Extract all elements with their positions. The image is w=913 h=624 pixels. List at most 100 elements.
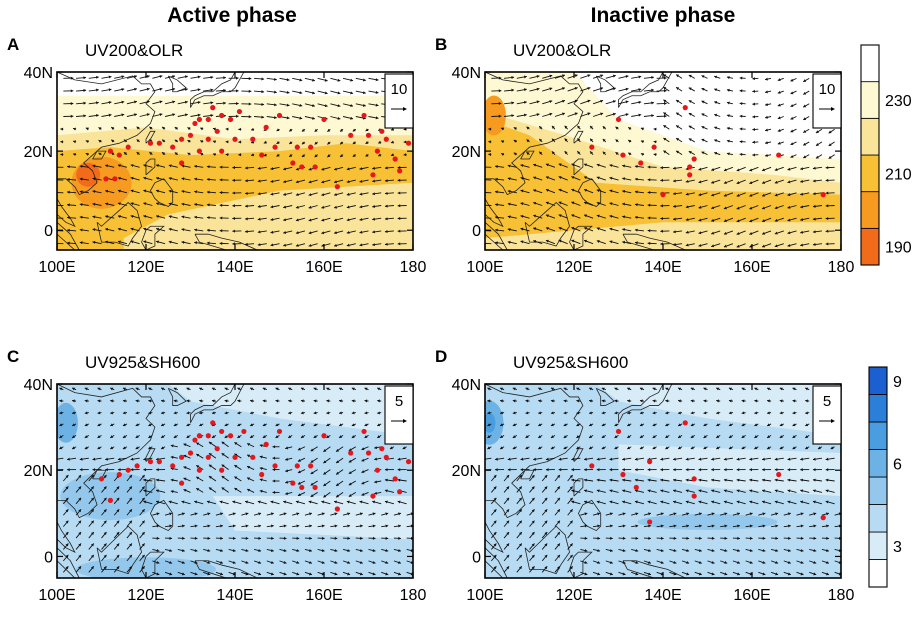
wind-arrow-head bbox=[299, 78, 303, 82]
wind-arrow-head bbox=[739, 89, 743, 93]
event-dot bbox=[196, 433, 202, 439]
wind-arrow-head bbox=[372, 204, 375, 208]
event-dot bbox=[147, 140, 154, 146]
wind-arrow-head bbox=[777, 141, 781, 145]
wind-arrow-head bbox=[359, 512, 363, 516]
event-dot bbox=[361, 112, 367, 119]
wind-arrow-head bbox=[698, 457, 702, 461]
wind-arrow-head bbox=[181, 549, 185, 553]
wind-arrow-head bbox=[79, 190, 83, 194]
event-dot bbox=[620, 471, 626, 478]
wind-arrow-head bbox=[726, 76, 730, 80]
wind-arrow-head bbox=[96, 113, 99, 118]
wind-arrow-head bbox=[170, 478, 174, 482]
wind-arrow-head bbox=[736, 193, 740, 197]
wind-arrow-head bbox=[506, 475, 510, 478]
wind-arrow-head bbox=[711, 193, 715, 197]
wind-arrow-head bbox=[596, 500, 600, 504]
wind-arrow-head bbox=[65, 554, 69, 558]
wind-arrow-head bbox=[587, 112, 591, 116]
wind-arrow-head bbox=[711, 180, 715, 184]
coastline bbox=[57, 72, 156, 196]
wind-arrow-head bbox=[652, 387, 656, 391]
wind-arrow-head bbox=[232, 178, 235, 182]
wind-arrow-head bbox=[615, 152, 619, 155]
wind-arrow-head bbox=[526, 139, 530, 143]
reference-arrow-head bbox=[403, 419, 407, 423]
wind-arrow-head bbox=[775, 536, 779, 540]
y-tick-label: 20N bbox=[24, 463, 53, 480]
wind-arrow-head bbox=[346, 205, 350, 209]
wind-arrow-head bbox=[70, 89, 74, 93]
wind-arrow-head bbox=[129, 543, 132, 547]
wind-arrow-head bbox=[236, 76, 239, 80]
wind-arrow-head bbox=[749, 193, 753, 197]
wind-arrow-head bbox=[545, 239, 549, 243]
wind-arrow-head bbox=[754, 411, 758, 415]
wind-arrow-head bbox=[673, 166, 676, 170]
wind-arrow-head bbox=[96, 101, 99, 105]
wind-arrow-head bbox=[123, 152, 127, 156]
wind-arrow-head bbox=[665, 399, 669, 403]
wind-arrow-head bbox=[308, 193, 312, 197]
wind-arrow-head bbox=[308, 500, 312, 504]
wind-arrow-head bbox=[813, 536, 817, 540]
wind-arrow-head bbox=[551, 138, 555, 142]
wind-arrow-head bbox=[146, 113, 150, 117]
wind-arrow-head bbox=[261, 115, 265, 119]
wind-arrow-head bbox=[518, 543, 522, 547]
wind-arrow-head bbox=[308, 205, 312, 209]
wind-arrow-head bbox=[220, 512, 223, 516]
wind-arrow-head bbox=[111, 127, 115, 130]
wind-arrow-head bbox=[103, 566, 107, 570]
wind-arrow-head bbox=[698, 549, 702, 553]
wind-arrow-head bbox=[187, 140, 191, 143]
wind-arrow-head bbox=[129, 532, 132, 536]
wind-arrow-head bbox=[105, 468, 108, 472]
wind-arrow-head bbox=[550, 435, 554, 438]
wind-arrow-head bbox=[60, 140, 64, 144]
wind-arrow-head bbox=[597, 536, 601, 540]
event-dot bbox=[134, 463, 140, 469]
wind-arrow-head bbox=[549, 87, 553, 91]
wind-arrow-head bbox=[397, 457, 401, 461]
event-dot bbox=[210, 420, 216, 426]
wind-arrow-head bbox=[792, 411, 796, 415]
wind-arrow-head bbox=[324, 104, 328, 108]
wind-arrow-head bbox=[622, 524, 626, 528]
wind-arrow-head bbox=[283, 230, 287, 234]
wind-arrow-head bbox=[597, 524, 601, 528]
wind-arrow-head bbox=[300, 423, 304, 427]
wind-arrow-head bbox=[664, 89, 667, 93]
wind-arrow-head bbox=[609, 457, 613, 461]
wind-arrow-head bbox=[310, 471, 314, 474]
wind-arrow-head bbox=[321, 524, 325, 528]
wind-arrow-head bbox=[274, 115, 277, 120]
shade-moist-3 bbox=[637, 513, 778, 530]
wind-arrow-head bbox=[749, 536, 753, 540]
wind-arrow-head bbox=[248, 77, 252, 81]
wind-arrow-head bbox=[676, 74, 680, 78]
wind-arrow-head bbox=[813, 512, 817, 516]
wind-arrow-head bbox=[698, 500, 702, 504]
wind-arrow-head bbox=[237, 435, 241, 438]
colorbar-label: 6 bbox=[893, 456, 902, 473]
wind-arrow-head bbox=[558, 163, 562, 167]
wind-arrow-head bbox=[749, 560, 753, 564]
wind-arrow-head bbox=[397, 191, 401, 195]
wind-arrow-head bbox=[247, 443, 251, 446]
wind-arrow-head bbox=[812, 166, 816, 170]
wind-arrow-head bbox=[97, 435, 101, 438]
wind-arrow-head bbox=[159, 87, 163, 91]
wind-arrow-head bbox=[301, 141, 305, 145]
wind-arrow-head bbox=[506, 543, 510, 547]
wind-arrow-head bbox=[161, 387, 165, 391]
wind-arrow-head bbox=[487, 446, 491, 450]
wind-arrow-head bbox=[390, 153, 394, 157]
event-dot bbox=[361, 428, 367, 435]
wind-arrow-head bbox=[660, 204, 663, 208]
wind-arrow-head bbox=[116, 497, 120, 501]
wind-arrow-head bbox=[549, 74, 553, 78]
wind-arrow bbox=[57, 457, 64, 460]
